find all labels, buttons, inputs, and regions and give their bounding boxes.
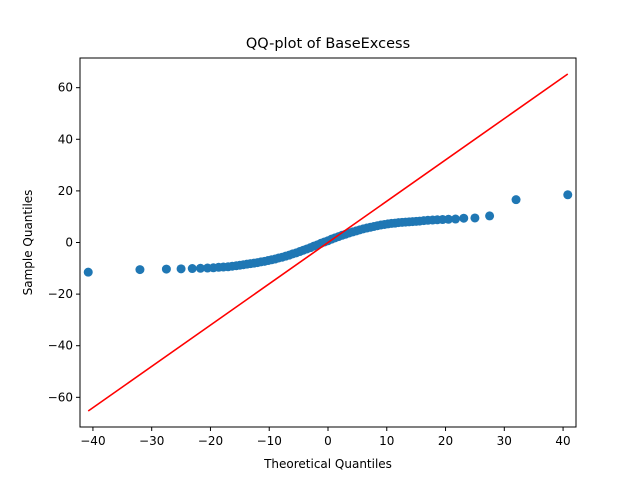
plot-area — [83, 73, 573, 412]
data-point — [176, 264, 186, 274]
x-tick-label: −30 — [139, 434, 164, 448]
x-tick-label: −40 — [80, 434, 105, 448]
x-tick-label: 40 — [555, 434, 570, 448]
data-point — [187, 264, 197, 274]
data-point — [83, 267, 93, 277]
y-tick-label: −60 — [48, 390, 73, 404]
y-tick-label: −20 — [48, 287, 73, 301]
data-point — [161, 264, 171, 274]
reference-line — [87, 73, 569, 412]
data-point — [451, 214, 461, 224]
data-point — [459, 213, 469, 223]
y-tick-label: 20 — [58, 184, 73, 198]
y-tick-label: 60 — [58, 81, 73, 95]
y-tick-label: 40 — [58, 132, 73, 146]
y-axis-ticks: −60 −40 −20 0 20 40 60 — [48, 81, 80, 404]
data-point — [511, 195, 521, 205]
y-axis-label: Sample Quantiles — [21, 190, 35, 296]
x-tick-label: 30 — [497, 434, 512, 448]
data-point — [195, 263, 205, 273]
x-tick-label: −20 — [198, 434, 223, 448]
x-tick-label: 20 — [438, 434, 453, 448]
data-point — [470, 213, 480, 223]
y-tick-label: 0 — [65, 236, 73, 250]
x-tick-label: −10 — [257, 434, 282, 448]
x-axis-label: Theoretical Quantiles — [263, 457, 392, 471]
data-point — [443, 214, 453, 224]
x-tick-label: 0 — [324, 434, 332, 448]
data-point — [135, 265, 145, 275]
x-axis-ticks: −40 −30 −20 −10 0 10 20 30 40 — [80, 427, 571, 448]
data-point — [485, 211, 495, 221]
x-tick-label: 10 — [379, 434, 394, 448]
data-point — [563, 190, 573, 200]
chart-title: QQ-plot of BaseExcess — [246, 36, 410, 52]
y-tick-label: −40 — [48, 339, 73, 353]
